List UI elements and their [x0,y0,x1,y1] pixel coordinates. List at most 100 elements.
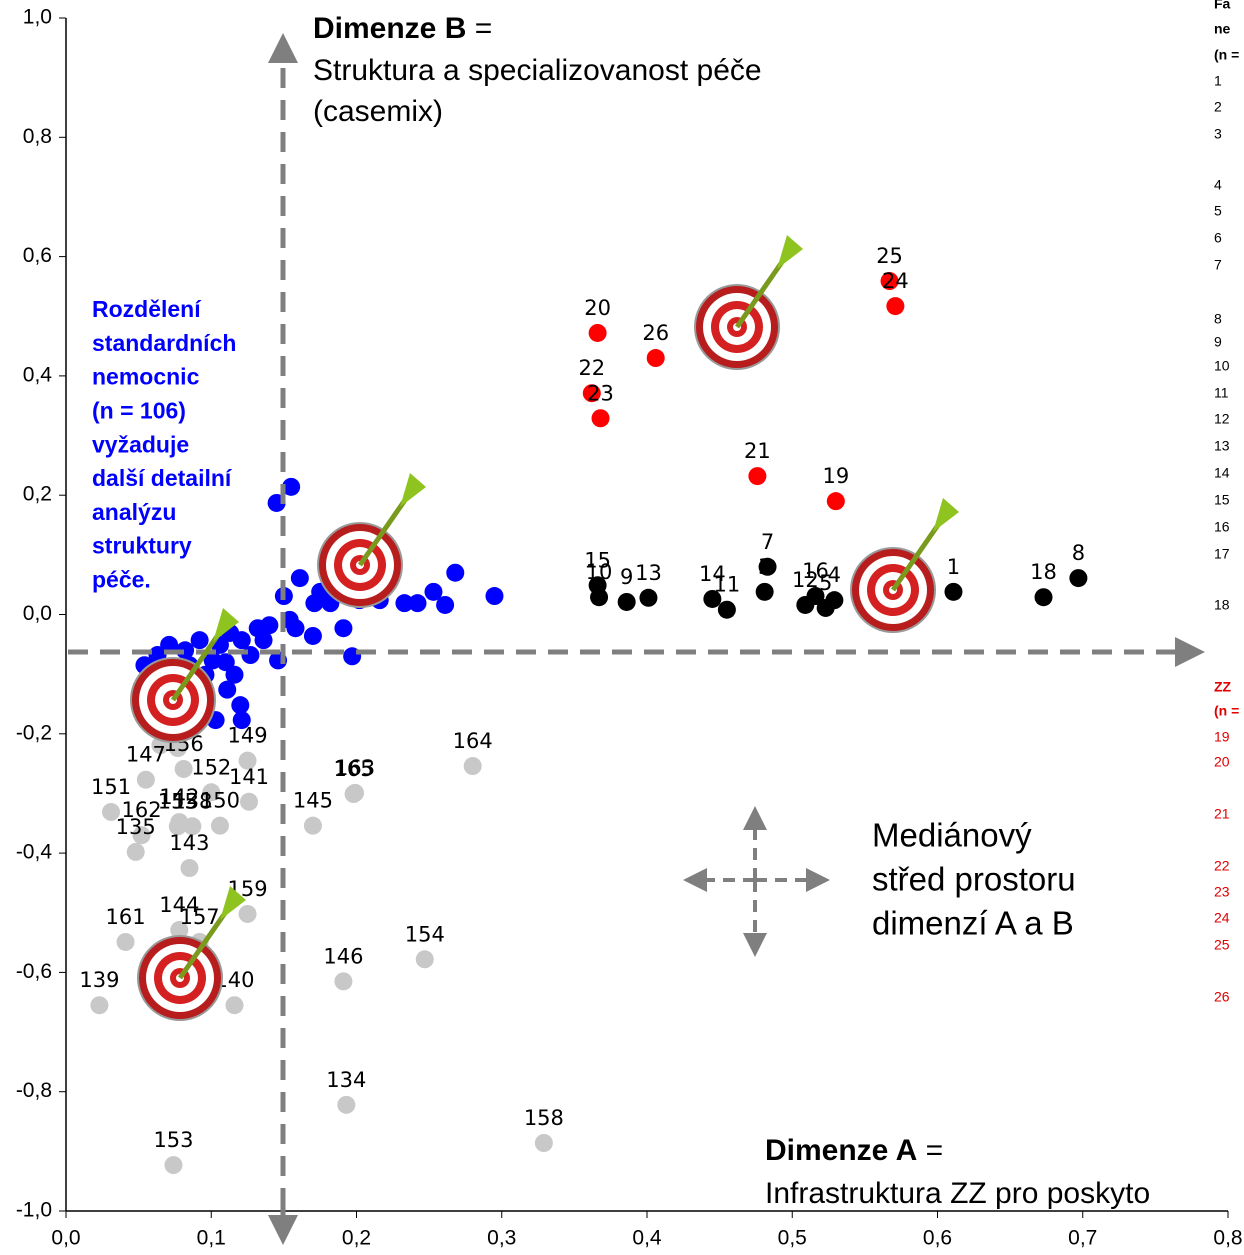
point [90,996,109,1015]
median-cross [683,806,830,957]
point-label: 149 [228,724,268,748]
side-item: 4 [1214,177,1222,193]
point [415,950,434,969]
point-label: 134 [326,1068,366,1092]
note-line: vyžaduje [92,431,189,457]
side-item: 15 [1214,492,1230,508]
side-item: 19 [1214,729,1230,745]
target-icon [137,886,246,1021]
side-item: 20 [1214,754,1230,770]
point [436,595,455,614]
dart-flight [777,235,803,269]
point [180,859,199,878]
dim-b-line: (casemix) [313,95,443,128]
point-label: 21 [744,439,771,463]
point [164,1156,183,1175]
point [216,653,235,672]
x-tick-label: 0,2 [342,1227,371,1250]
dim-b-line: Struktura a specializovanost péče [313,54,762,87]
note-line: analýzu [92,499,176,525]
dim-a: Dimenze A = [765,1134,943,1167]
point-label: 153 [153,1128,193,1152]
point-label: 8 [1072,541,1085,565]
point-label: 16 [802,559,829,583]
point [232,711,251,730]
side-item: 12 [1214,411,1230,427]
x-tick-label: 0,5 [778,1227,807,1250]
side-item: 24 [1214,910,1230,926]
point-label: 19 [822,464,849,488]
point [446,563,465,582]
side-item: 21 [1214,806,1230,822]
side-item: 23 [1214,884,1230,900]
point [210,816,229,835]
point [534,1133,553,1152]
target-icon [850,498,959,633]
point [231,696,250,715]
side-item: 18 [1214,597,1230,613]
target-icon [317,473,426,608]
point-label: 155 [158,789,198,813]
point [755,582,774,601]
point [758,557,777,576]
dart-shaft [170,633,221,702]
point [183,817,202,836]
point-label: 150 [200,789,240,813]
point-label: 145 [293,789,333,813]
dim-a-line: Infrastruktura ZZ pro poskyto [765,1177,1150,1210]
point-label: 9 [620,565,633,589]
note-line: další detailní [92,465,233,491]
point [170,921,189,940]
dart-shaft [734,260,785,329]
point-label: 12 [792,568,819,592]
point [826,492,845,511]
point [337,1095,356,1114]
x-tick-label: 0,6 [923,1227,952,1250]
point [218,680,237,699]
point-label: 20 [584,296,611,320]
point [290,569,309,588]
side-item: 14 [1214,465,1230,481]
point [588,323,607,342]
dart-flight [400,473,426,507]
y-tick-label: 0,2 [23,483,52,506]
point-label: 24 [882,269,909,293]
point-label: 146 [323,944,363,968]
x-tick-label: 0,4 [632,1227,662,1250]
dart-shaft [890,523,941,592]
dart-flight [933,498,959,532]
point [225,996,244,1015]
point [424,582,443,601]
point [485,587,504,606]
point-label: 141 [229,765,269,789]
side-item: 16 [1214,519,1230,535]
x-tick-label: 0,8 [1213,1227,1242,1250]
side-item: 1 [1214,73,1222,89]
y-tick-label: 1,0 [23,6,52,29]
point [102,802,121,821]
note-line: standardních [92,330,236,356]
point-label: 10 [586,560,613,584]
point [395,594,414,613]
point-label: 14 [699,562,726,586]
x-tick-label: 0,0 [51,1227,80,1250]
y-tick-label: -1,0 [16,1199,52,1222]
point-label: 164 [453,729,493,753]
side-heading: Fa [1214,0,1231,12]
point [126,842,145,861]
point [168,817,187,836]
y-tick-label: -0,4 [16,841,53,864]
note-line: struktury [92,533,192,559]
point [240,792,259,811]
side-item: 2 [1214,99,1222,115]
point-label: 147 [126,743,166,767]
point-label: 23 [587,381,614,405]
side-heading: ne [1214,21,1231,37]
point-label: 5 [819,571,832,595]
y-tick-label: 0,6 [23,244,52,267]
y-tick-label: 0,4 [23,363,53,386]
y-tick-label: -0,6 [16,960,52,983]
side-heading: ZZ [1214,679,1232,695]
dart-flight [213,608,239,642]
point [748,467,767,486]
